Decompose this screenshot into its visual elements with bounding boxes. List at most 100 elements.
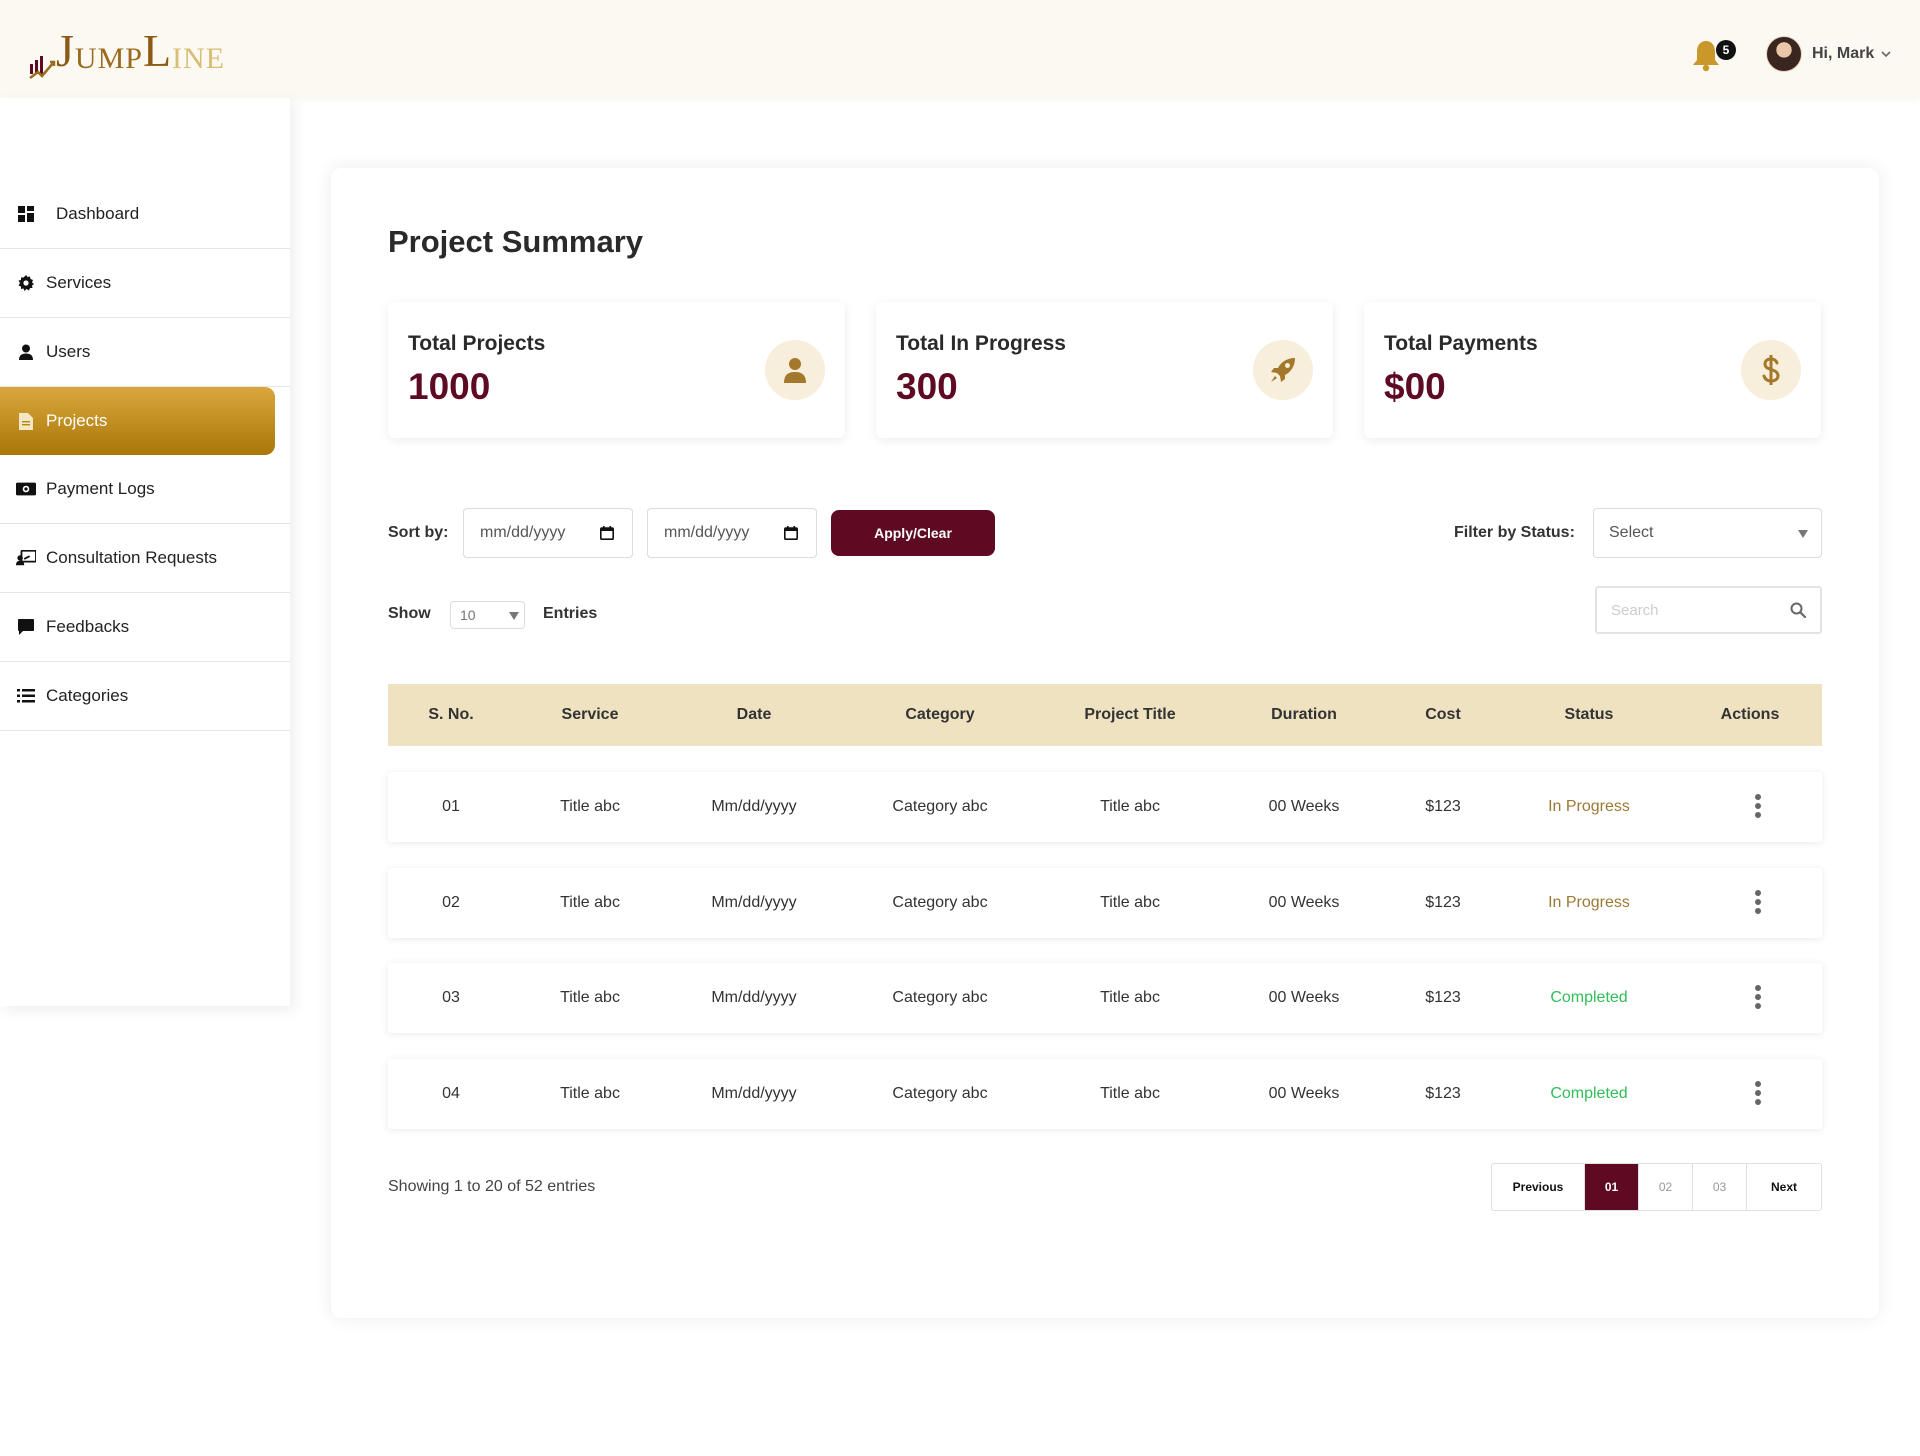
project-summary-card: Project Summary Total Projects 1000 Tota… [331,168,1879,1318]
cell-status: In Progress [1548,798,1630,815]
table-row[interactable]: 03 Title abc Mm/dd/yyyy Category abc Tit… [388,963,1822,1033]
cell-sno: 01 [442,798,460,815]
sidebar-item-feedbacks[interactable]: Feedbacks [0,593,290,662]
page-button[interactable]: 02 [1639,1164,1693,1210]
top-header: J UMP L INE 5 Hi, Mark [0,0,1920,98]
search-icon[interactable] [1790,602,1806,618]
sidebar-item-label: Feedbacks [46,617,130,636]
cell-cost: $123 [1425,989,1461,1006]
cell-service: Title abc [560,989,620,1006]
sidebar-item-label: Dashboard [56,204,140,223]
dropdown-arrow-icon [1798,530,1808,538]
row-actions-menu-icon[interactable] [1755,1081,1761,1105]
date-to-input[interactable]: mm/dd/yyyy [647,508,817,558]
dashboard-grid-icon [16,204,36,224]
page-button[interactable]: 01 [1585,1164,1639,1210]
column-header: Service [561,706,619,723]
cell-duration: 00 Weeks [1268,1085,1340,1102]
sidebar-item-dashboard[interactable]: Dashboard [0,180,290,249]
sidebar-item-services[interactable]: Services [0,249,290,318]
cell-status: In Progress [1548,894,1630,911]
cell-status: Completed [1550,989,1628,1006]
page-title: Project Summary [388,224,643,259]
stat-card-total-in-progress: Total In Progress 300 [876,302,1333,438]
previous-page-button[interactable]: Previous [1492,1164,1585,1210]
sidebar-item-label: Projects [46,411,108,430]
sidebar-item-label: Services [46,273,112,292]
cell-status: Completed [1550,1085,1628,1102]
notification-bell-icon[interactable] [1690,38,1722,72]
table-row[interactable]: 01 Title abc Mm/dd/yyyy Category abc Tit… [388,772,1822,842]
chevron-down-icon [1881,51,1891,58]
sidebar-item-categories[interactable]: Categories [0,662,290,731]
entries-per-page-select[interactable]: 10 [450,601,525,629]
rocket-icon [1253,340,1313,400]
cell-cost: $123 [1425,798,1461,815]
entries-per-page-value: 10 [460,607,476,623]
jumpline-logo[interactable]: J UMP L INE [28,20,225,80]
user-icon [765,340,825,400]
date-to-placeholder: mm/dd/yyyy [664,524,750,541]
calendar-icon[interactable] [784,526,798,540]
table-row[interactable]: 02 Title abc Mm/dd/yyyy Category abc Tit… [388,868,1822,938]
document-icon [16,411,36,431]
entries-summary: Showing 1 to 20 of 52 entries [388,1178,596,1195]
cell-category: Category abc [892,1085,988,1102]
logo-letter-j: J [56,25,75,76]
status-filter-select[interactable]: Select [1593,508,1822,558]
cell-project-title: Title abc [1100,989,1160,1006]
user-menu[interactable]: Hi, Mark [1766,36,1891,72]
sidebar-item-users[interactable]: Users [0,318,290,387]
notification-count-badge: 5 [1716,40,1736,60]
sidebar-item-payment-logs[interactable]: Payment Logs [0,455,290,524]
logo-wordmark: J UMP L INE [56,28,225,74]
stat-label: Total Projects [408,332,546,355]
cell-service: Title abc [560,894,620,911]
column-header: Actions [1720,706,1780,723]
stat-value: 300 [896,366,958,407]
show-label: Show [388,605,431,622]
column-header: Category [905,706,975,723]
next-page-button[interactable]: Next [1770,1180,1797,1194]
cell-duration: 00 Weeks [1268,989,1340,1006]
status-select-value: Select [1609,524,1654,541]
column-header: Date [736,706,772,723]
apply-clear-button[interactable]: Apply/Clear [831,510,995,556]
cell-cost: $123 [1425,1085,1461,1102]
cell-date: Mm/dd/yyyy [711,798,797,815]
dollar-icon [1741,340,1801,400]
user-icon [16,342,36,362]
cell-project-title: Title abc [1100,798,1160,815]
row-actions-menu-icon[interactable] [1755,890,1761,914]
row-actions-menu-icon[interactable] [1755,794,1761,818]
logo-chart-icon [28,30,56,80]
cell-service: Title abc [560,1085,620,1102]
avatar [1766,36,1802,72]
money-icon [16,479,36,499]
cell-category: Category abc [892,894,988,911]
calendar-icon[interactable] [600,526,614,540]
row-actions-menu-icon[interactable] [1755,985,1761,1009]
sidebar: Dashboard Services Users Projects Paymen… [0,98,290,1006]
column-header: Cost [1425,706,1461,723]
sidebar-nav: Dashboard Services Users Projects Paymen… [0,180,290,731]
table-row[interactable]: 04 Title abc Mm/dd/yyyy Category abc Tit… [388,1059,1822,1129]
sidebar-item-projects[interactable]: Projects [0,387,275,455]
filter-by-status-label: Filter by Status: [1454,524,1575,541]
consultation-icon [16,548,36,568]
sidebar-item-consultation-requests[interactable]: Consultation Requests [0,524,290,593]
page-button[interactable]: 03 [1693,1164,1747,1210]
search-placeholder: Search [1611,601,1659,619]
date-from-input[interactable]: mm/dd/yyyy [463,508,633,558]
list-icon [16,686,36,706]
cell-service: Title abc [560,798,620,815]
cell-sno: 02 [442,894,460,911]
sidebar-item-label: Categories [46,686,129,705]
cell-project-title: Title abc [1100,894,1160,911]
cell-date: Mm/dd/yyyy [711,989,797,1006]
cell-category: Category abc [892,989,988,1006]
stat-card-total-projects: Total Projects 1000 [388,302,845,438]
sidebar-item-label: Users [46,342,91,361]
user-greeting: Hi, Mark [1812,45,1875,62]
search-input[interactable]: Search [1595,586,1822,634]
